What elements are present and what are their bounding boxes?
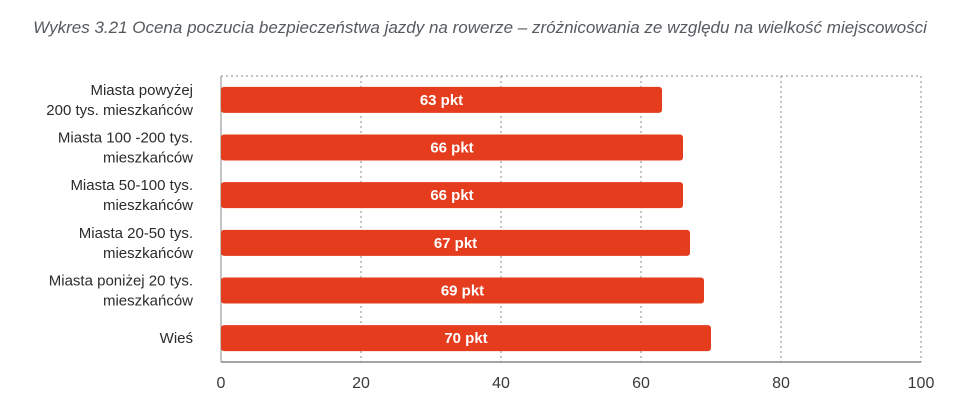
category-label-1-line-1: mieszkańców — [103, 150, 193, 167]
x-tick-label-20: 20 — [352, 375, 370, 392]
data-label-4: 69 pkt — [441, 283, 484, 300]
bar-4 — [221, 277, 704, 304]
category-label-2-line-0: Miasta 50-100 tys. — [70, 177, 193, 194]
x-tick-label-0: 0 — [217, 375, 226, 392]
data-label-5: 70 pkt — [444, 330, 487, 347]
chart-title: Wykres 3.21 Ocena poczucia bezpieczeństw… — [33, 18, 927, 37]
x-tick-label-80: 80 — [772, 375, 790, 392]
x-tick-label-40: 40 — [492, 375, 510, 392]
category-label-0-line-0: Miasta powyżej — [90, 82, 193, 99]
category-label-3-line-1: mieszkańców — [103, 245, 193, 262]
category-label-4-line-1: mieszkańców — [103, 293, 193, 310]
data-label-2: 66 pkt — [430, 187, 473, 204]
x-tick-label-60: 60 — [632, 375, 650, 392]
category-label-1-line-0: Miasta 100 -200 tys. — [58, 130, 193, 147]
category-label-4-line-0: Miasta poniżej 20 tys. — [49, 273, 193, 290]
bar-5 — [221, 325, 711, 352]
x-tick-label-100: 100 — [908, 375, 935, 392]
category-label-0-line-1: 200 tys. mieszkańców — [46, 102, 193, 119]
category-label-2-line-1: mieszkańców — [103, 197, 193, 214]
data-label-1: 66 pkt — [430, 140, 473, 157]
bar-2 — [221, 182, 683, 209]
category-label-3-line-0: Miasta 20-50 tys. — [79, 225, 193, 242]
data-label-0: 63 pkt — [420, 92, 463, 109]
data-label-3: 67 pkt — [434, 235, 477, 252]
category-label-5-line-0: Wieś — [160, 330, 193, 347]
bar-3 — [221, 229, 690, 256]
bar-1 — [221, 134, 683, 161]
bar-0 — [221, 86, 662, 113]
